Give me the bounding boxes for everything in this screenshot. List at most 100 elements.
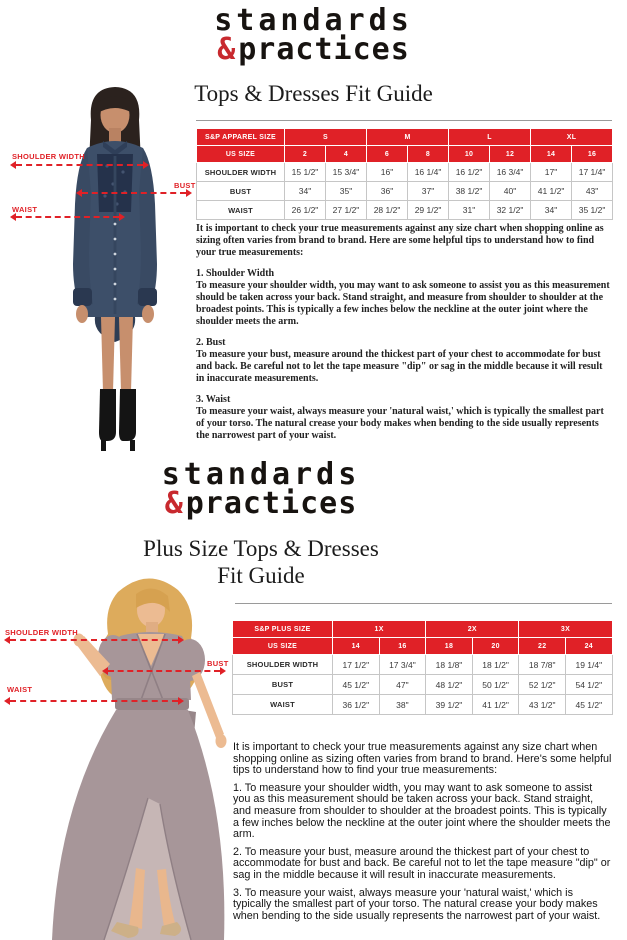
measurement-cell: 27 1/2": [324, 200, 368, 220]
bust-label: BUST: [174, 181, 196, 190]
measurement-cell: 16 1/4": [407, 162, 450, 182]
brand-logo-line2: &practices: [217, 32, 410, 67]
row-label-cell: WAIST: [232, 694, 333, 715]
header-cell: US SIZE: [232, 637, 333, 655]
table-row-waist: WAIST 36 1/2" 38" 39 1/2" 41 1/2" 43 1/2…: [232, 694, 613, 715]
measurement-cell: 43": [571, 181, 614, 201]
brand-logo-line1: standards: [161, 457, 361, 492]
waist-arrow-line: [4, 697, 184, 705]
measurement-cell: 45 1/2": [565, 694, 613, 715]
measurement-cell: 16": [366, 162, 409, 182]
waist-arrow-line: [10, 213, 125, 221]
header-cell: S&P APPAREL SIZE: [196, 128, 285, 146]
brand-logo-line1: standards: [214, 3, 413, 38]
us-size-cell: 14: [530, 145, 573, 163]
row-label-cell: BUST: [196, 181, 285, 201]
tip-bust: 2. To measure your bust, measure around …: [233, 845, 611, 881]
table-row-plus-size: S&P PLUS SIZE 1X 2X 3X: [232, 620, 613, 638]
measurement-cell: 15 3/4": [324, 162, 368, 182]
row-label-cell: SHOULDER WIDTH: [232, 654, 333, 675]
bust-arrow-line: [76, 189, 192, 197]
size-group-cell: 3X: [518, 620, 613, 638]
table-top-divider: [235, 603, 612, 604]
waist-label: WAIST: [7, 685, 33, 694]
measurement-cell: 17 1/4": [571, 162, 614, 182]
table-row-shoulder: SHOULDER WIDTH 17 1/2" 17 3/4" 18 1/8" 1…: [232, 654, 613, 675]
measurement-cell: 41 1/2": [471, 694, 520, 715]
size-group-cell: XL: [530, 128, 614, 146]
measurement-cell: 54 1/2": [565, 674, 613, 695]
brand-logo-line2: &practices: [164, 486, 358, 521]
table-row-us-size: US SIZE 2 4 6 8 10 12 14 16: [196, 145, 614, 163]
tip-waist: 3. To measure your waist, always measure…: [233, 886, 601, 922]
measurement-cell: 40": [489, 181, 532, 201]
us-size-cell: 24: [565, 637, 613, 655]
section2-title: Plus Size Tops & Dresses Fit Guide: [0, 535, 522, 589]
measurement-cell: 34": [530, 200, 573, 220]
measurement-cell: 34": [284, 181, 326, 201]
measurement-cell: 36": [366, 181, 409, 201]
us-size-cell: 16: [571, 145, 614, 163]
table-row-bust: BUST 34" 35" 36" 37" 38 1/2" 40" 41 1/2"…: [196, 181, 614, 201]
us-size-cell: 16: [378, 637, 427, 655]
measurement-cell: 18 1/8": [425, 654, 473, 675]
measurement-cell: 19 1/4": [565, 654, 613, 675]
fit-table-plus: S&P PLUS SIZE 1X 2X 3X US SIZE 14 16 18 …: [232, 620, 613, 715]
waist-label: WAIST: [12, 205, 38, 214]
row-label-cell: SHOULDER WIDTH: [196, 162, 285, 182]
measurement-cell: 47": [378, 674, 427, 695]
us-size-cell: 14: [332, 637, 380, 655]
row-label-cell: WAIST: [196, 200, 285, 220]
brand-logo: standards &practices: [0, 3, 627, 67]
us-size-cell: 12: [489, 145, 532, 163]
tip-heading: 3. Waist: [196, 394, 231, 405]
measurement-cell: 28 1/2": [366, 200, 409, 220]
us-size-cell: 8: [407, 145, 450, 163]
header-cell: US SIZE: [196, 145, 285, 163]
table-row-apparel-size: S&P APPAREL SIZE S M L XL: [196, 128, 614, 146]
size-group-cell: M: [366, 128, 450, 146]
tip-bust: 2. Bust To measure your bust, measure ar…: [196, 337, 612, 385]
us-size-cell: 20: [471, 637, 520, 655]
measurement-cell: 35": [324, 181, 368, 201]
us-size-cell: 2: [284, 145, 326, 163]
measurement-cell: 37": [407, 181, 450, 201]
brand-logo-plus: standards &practices: [0, 457, 522, 521]
tip-body: To measure your bust, measure around the…: [196, 349, 603, 384]
table-row-bust: BUST 45 1/2" 47" 48 1/2" 50 1/2" 52 1/2"…: [232, 674, 613, 695]
us-size-cell: 6: [366, 145, 409, 163]
section1-title: Tops & Dresses Fit Guide: [194, 81, 433, 106]
measurement-cell: 35 1/2": [571, 200, 614, 220]
measurement-cell: 32 1/2": [489, 200, 532, 220]
measurement-cell: 41 1/2": [530, 181, 573, 201]
bust-label: BUST: [207, 659, 229, 668]
us-size-cell: 18: [425, 637, 473, 655]
section2-title-line2: Fit Guide: [217, 563, 305, 588]
brand-ampersand: &: [164, 486, 184, 521]
measurement-cell: 31": [448, 200, 491, 220]
measurement-cell: 36 1/2": [332, 694, 380, 715]
header-cell: S&P PLUS SIZE: [232, 620, 333, 638]
intro-paragraph: It is important to check your true measu…: [233, 741, 612, 777]
tip-waist: 3. Waist To measure your waist, always m…: [196, 394, 612, 442]
size-group-cell: L: [448, 128, 532, 146]
size-group-cell: 1X: [331, 620, 427, 638]
measurement-cell: 15 1/2": [284, 162, 326, 182]
shoulder-width-label: SHOULDER WIDTH: [5, 628, 78, 637]
bust-arrow-line: [102, 667, 226, 675]
intro-paragraph: It is important to check your true measu…: [196, 223, 604, 258]
table-top-divider: [196, 120, 612, 121]
table-row-shoulder: SHOULDER WIDTH 15 1/2" 15 3/4" 16" 16 1/…: [196, 162, 614, 182]
measurement-cell: 18 1/2": [471, 654, 520, 675]
measurement-cell: 50 1/2": [471, 674, 520, 695]
measurement-cell: 16 3/4": [489, 162, 532, 182]
tip-heading: 1. Shoulder Width: [196, 268, 275, 279]
us-size-cell: 4: [324, 145, 368, 163]
measurement-cell: 16 1/2": [448, 162, 491, 182]
table-row-us-size: US SIZE 14 16 18 20 22 24: [232, 637, 613, 655]
measurement-cell: 38 1/2": [448, 181, 491, 201]
measurement-cell: 17 3/4": [378, 654, 427, 675]
measurement-cell: 52 1/2": [518, 674, 566, 695]
size-group-cell: S: [283, 128, 368, 146]
tip-shoulder: 1. To measure your shoulder width, you m…: [233, 781, 611, 841]
